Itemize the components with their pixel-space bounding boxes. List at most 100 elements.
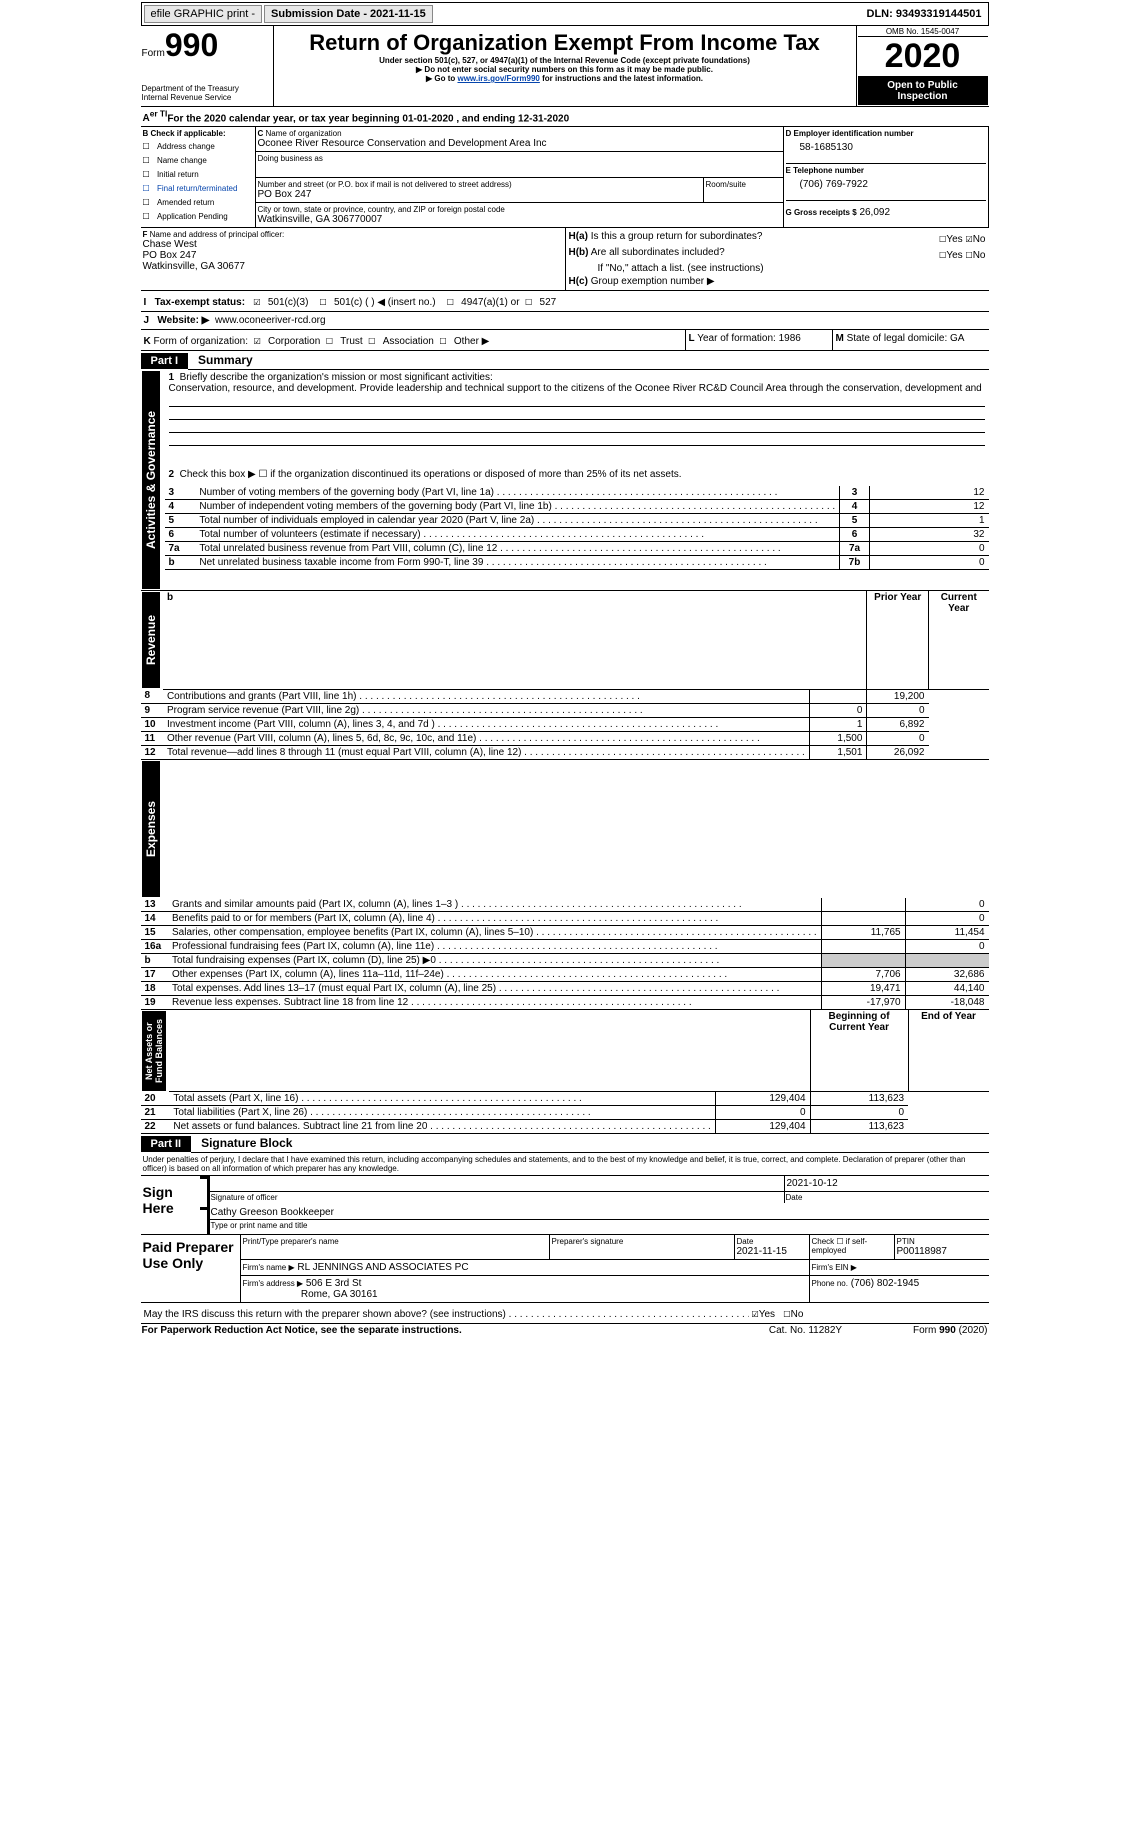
hb-no[interactable]: ☐ — [965, 247, 972, 261]
summary-row: 13 Grants and similar amounts paid (Part… — [141, 898, 989, 912]
i-501c[interactable]: ☐ — [320, 294, 334, 308]
part2-title: Signature Block — [191, 1134, 988, 1153]
firm-addr2: Rome, GA 30161 — [301, 1289, 378, 1300]
officer-addr1: PO Box 247 — [143, 250, 563, 261]
summary-row: 10 Investment income (Part VIII, column … — [141, 717, 989, 731]
pp-date: 2021-11-15 — [737, 1246, 807, 1257]
summary-row: 8 Contributions and grants (Part VIII, l… — [141, 689, 989, 703]
hb-text: Are all subordinates included? — [591, 247, 725, 258]
irs-no[interactable]: ☐ — [783, 1306, 790, 1320]
firm-phone-lbl: Phone no. — [812, 1279, 848, 1288]
side-rev: Revenue — [142, 592, 160, 688]
f-lbl: F Name and address of principal officer: — [143, 230, 563, 239]
part2-num: Part II — [141, 1136, 192, 1152]
paid-preparer: Paid Preparer Use Only — [141, 1235, 241, 1303]
side-na: Net Assets or Fund Balances — [142, 1011, 166, 1091]
summary-row: 19 Revenue less expenses. Subtract line … — [141, 995, 989, 1009]
firm-ein-lbl: Firm's EIN ▶ — [812, 1263, 857, 1272]
k-other[interactable]: ☐ — [439, 333, 453, 347]
officer-name: Chase West — [143, 239, 563, 250]
chk-app-pending[interactable]: ☐ Application Pending — [143, 208, 253, 222]
i-lbl: I Tax-exempt status: — [144, 297, 246, 308]
pp-sig-lbl: Preparer's signature — [552, 1237, 732, 1246]
firm-addr-lbl: Firm's address ▶ — [243, 1279, 304, 1288]
summary-row: 20 Total assets (Part X, line 16)129,404… — [141, 1092, 989, 1106]
q1-label: Briefly describe the organization's miss… — [180, 372, 493, 383]
state-domicile: GA — [950, 333, 964, 344]
telephone: (706) 769-7922 — [786, 175, 986, 200]
irs-yes[interactable]: ☑ — [751, 1306, 758, 1320]
topbar: efile GRAPHIC print - Submission Date - … — [141, 2, 989, 26]
i-501c3[interactable]: ☑ — [253, 294, 267, 308]
gross-receipts: 26,092 — [859, 207, 890, 218]
pp-ptin-lbl: PTIN — [897, 1237, 987, 1246]
irs-link[interactable]: www.irs.gov/Form990 — [457, 74, 539, 83]
pp-name-lbl: Print/Type preparer's name — [243, 1237, 547, 1246]
summary-row: 22 Net assets or fund balances. Subtract… — [141, 1120, 989, 1134]
ein: 58-1685130 — [786, 138, 986, 163]
summary-row: 9 Program service revenue (Part VIII, li… — [141, 703, 989, 717]
summary-row: 7a Total unrelated business revenue from… — [165, 541, 989, 555]
summary-row: 16a Professional fundraising fees (Part … — [141, 939, 989, 953]
part1-title: Summary — [188, 351, 988, 370]
side-exp: Expenses — [142, 761, 160, 897]
footer-cat: Cat. No. 11282Y — [745, 1324, 867, 1337]
hb-note: If "No," attach a list. (see instruction… — [568, 262, 987, 275]
firm-name: RL JENNINGS AND ASSOCIATES PC — [297, 1262, 468, 1273]
chk-name-change[interactable]: ☐ Name change — [143, 152, 253, 166]
omb-no: OMB No. 1545-0047 — [858, 27, 988, 37]
part1-num: Part I — [141, 353, 189, 369]
section-a: Aer TIFor the 2020 calendar year, or tax… — [141, 107, 989, 127]
chk-amended[interactable]: ☐ Amended return — [143, 194, 253, 208]
year-formation: 1986 — [779, 333, 801, 344]
printed-lbl: Type or print name and title — [210, 1220, 989, 1232]
g-lbl: G Gross receipts $ — [786, 208, 857, 217]
summary-row: 21 Total liabilities (Part X, line 26)00 — [141, 1106, 989, 1120]
summary-row: 5 Total number of individuals employed i… — [165, 513, 989, 527]
i-4947[interactable]: ☐ — [447, 294, 461, 308]
dba-lbl: Doing business as — [258, 154, 781, 163]
ha-text: Is this a group return for subordinates? — [591, 231, 763, 242]
dept-treasury: Department of the Treasury Internal Reve… — [142, 84, 272, 102]
k-assoc[interactable]: ☐ — [368, 333, 382, 347]
col-prior: Prior Year — [867, 591, 929, 689]
chk-address-change[interactable]: ☐ Address change — [143, 138, 253, 152]
officer-addr2: Watkinsville, GA 30677 — [143, 261, 563, 272]
org-name: Oconee River Resource Conservation and D… — [258, 138, 781, 149]
summary-row: 15 Salaries, other compensation, employe… — [141, 925, 989, 939]
d-lbl: D Employer identification number — [786, 129, 986, 138]
website: www.oconeeriver-rcd.org — [215, 315, 326, 326]
street: PO Box 247 — [258, 189, 701, 200]
footer-pra: For Paperwork Reduction Act Notice, see … — [141, 1324, 745, 1337]
i-527[interactable]: ☐ — [525, 294, 539, 308]
chk-final-return[interactable]: ☐ Final return/terminated — [143, 180, 253, 194]
firm-phone: (706) 802-1945 — [851, 1278, 919, 1289]
j-lbl: J Website: ▶ — [144, 315, 210, 326]
firm-addr1: 506 E 3rd St — [306, 1278, 362, 1289]
q1-text: Conservation, resource, and development.… — [169, 383, 985, 394]
side-ag: Activities & Governance — [142, 371, 160, 589]
na-curr-hdr: End of Year — [908, 1010, 988, 1092]
m-lbl: State of legal domicile: — [847, 333, 948, 344]
k-corp[interactable]: ☑ — [254, 333, 268, 347]
firm-name-lbl: Firm's name ▶ — [243, 1263, 295, 1272]
section-b-label: B Check if applicable: — [143, 129, 253, 138]
submission-date: Submission Date - 2021-11-15 — [264, 5, 433, 23]
efile-print-button[interactable]: efile GRAPHIC print - — [144, 5, 263, 23]
printed-name: Cathy Greeson Bookkeeper — [210, 1203, 989, 1220]
ha-no[interactable]: ☑ — [965, 231, 972, 245]
summary-row: b Net unrelated business taxable income … — [165, 555, 989, 569]
k-trust[interactable]: ☐ — [326, 333, 340, 347]
summary-row: b Total fundraising expenses (Part IX, c… — [141, 953, 989, 967]
summary-row: 6 Total number of volunteers (estimate i… — [165, 527, 989, 541]
subtitle-3: ▶ Go to www.irs.gov/Form990 for instruct… — [280, 74, 850, 83]
na-prior-hdr: Beginning of Current Year — [810, 1010, 908, 1092]
subtitle-2: ▶ Do not enter social security numbers o… — [280, 65, 850, 74]
room-lbl: Room/suite — [706, 180, 781, 189]
chk-initial-return[interactable]: ☐ Initial return — [143, 166, 253, 180]
subtitle-1: Under section 501(c), 527, or 4947(a)(1)… — [280, 56, 850, 65]
summary-row: 11 Other revenue (Part VIII, column (A),… — [141, 731, 989, 745]
summary-row: 18 Total expenses. Add lines 13–17 (must… — [141, 981, 989, 995]
sig-date: 2021-10-12 — [784, 1176, 989, 1192]
summary-row: 12 Total revenue—add lines 8 through 11 … — [141, 745, 989, 759]
